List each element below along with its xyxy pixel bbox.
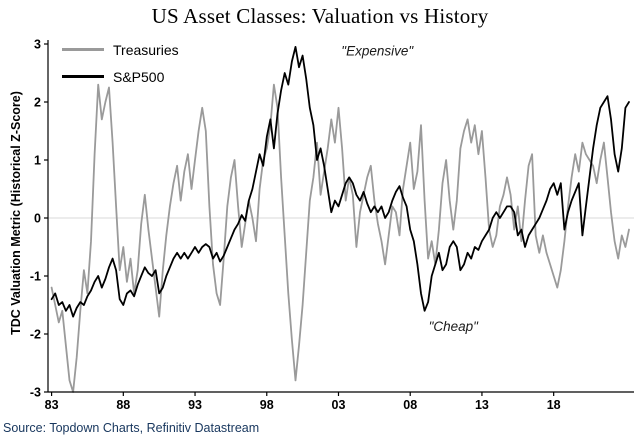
treasuries-line-swatch — [62, 48, 104, 51]
svg-text:18: 18 — [547, 398, 561, 412]
source-text: Source: Topdown Charts, Refinitiv Datast… — [3, 421, 260, 435]
svg-text:13: 13 — [475, 398, 489, 412]
svg-text:0: 0 — [34, 212, 41, 226]
svg-text:"Cheap": "Cheap" — [429, 319, 480, 334]
legend-label-sp500: S&P500 — [113, 68, 165, 85]
legend-item-sp500: S&P500 — [62, 63, 179, 90]
svg-text:83: 83 — [45, 398, 59, 412]
svg-text:3: 3 — [34, 38, 41, 52]
svg-text:93: 93 — [188, 398, 202, 412]
svg-text:08: 08 — [403, 398, 417, 412]
svg-text:-3: -3 — [30, 386, 41, 400]
svg-text:"Expensive": "Expensive" — [341, 44, 414, 59]
svg-text:-2: -2 — [30, 328, 41, 342]
legend: Treasuries S&P500 — [62, 36, 179, 90]
svg-text:98: 98 — [260, 398, 274, 412]
y-axis-title: TDC Valuation Metric (Historical Z-Score… — [9, 91, 23, 335]
sp500-line-swatch — [62, 75, 104, 78]
svg-text:03: 03 — [332, 398, 346, 412]
svg-text:2: 2 — [34, 96, 41, 110]
svg-text:1: 1 — [34, 154, 41, 168]
legend-label-treasuries: Treasuries — [113, 41, 179, 58]
legend-item-treasuries: Treasuries — [62, 36, 179, 63]
svg-text:-1: -1 — [30, 270, 41, 284]
svg-text:88: 88 — [116, 398, 130, 412]
chart-title: US Asset Classes: Valuation vs History — [151, 4, 489, 28]
